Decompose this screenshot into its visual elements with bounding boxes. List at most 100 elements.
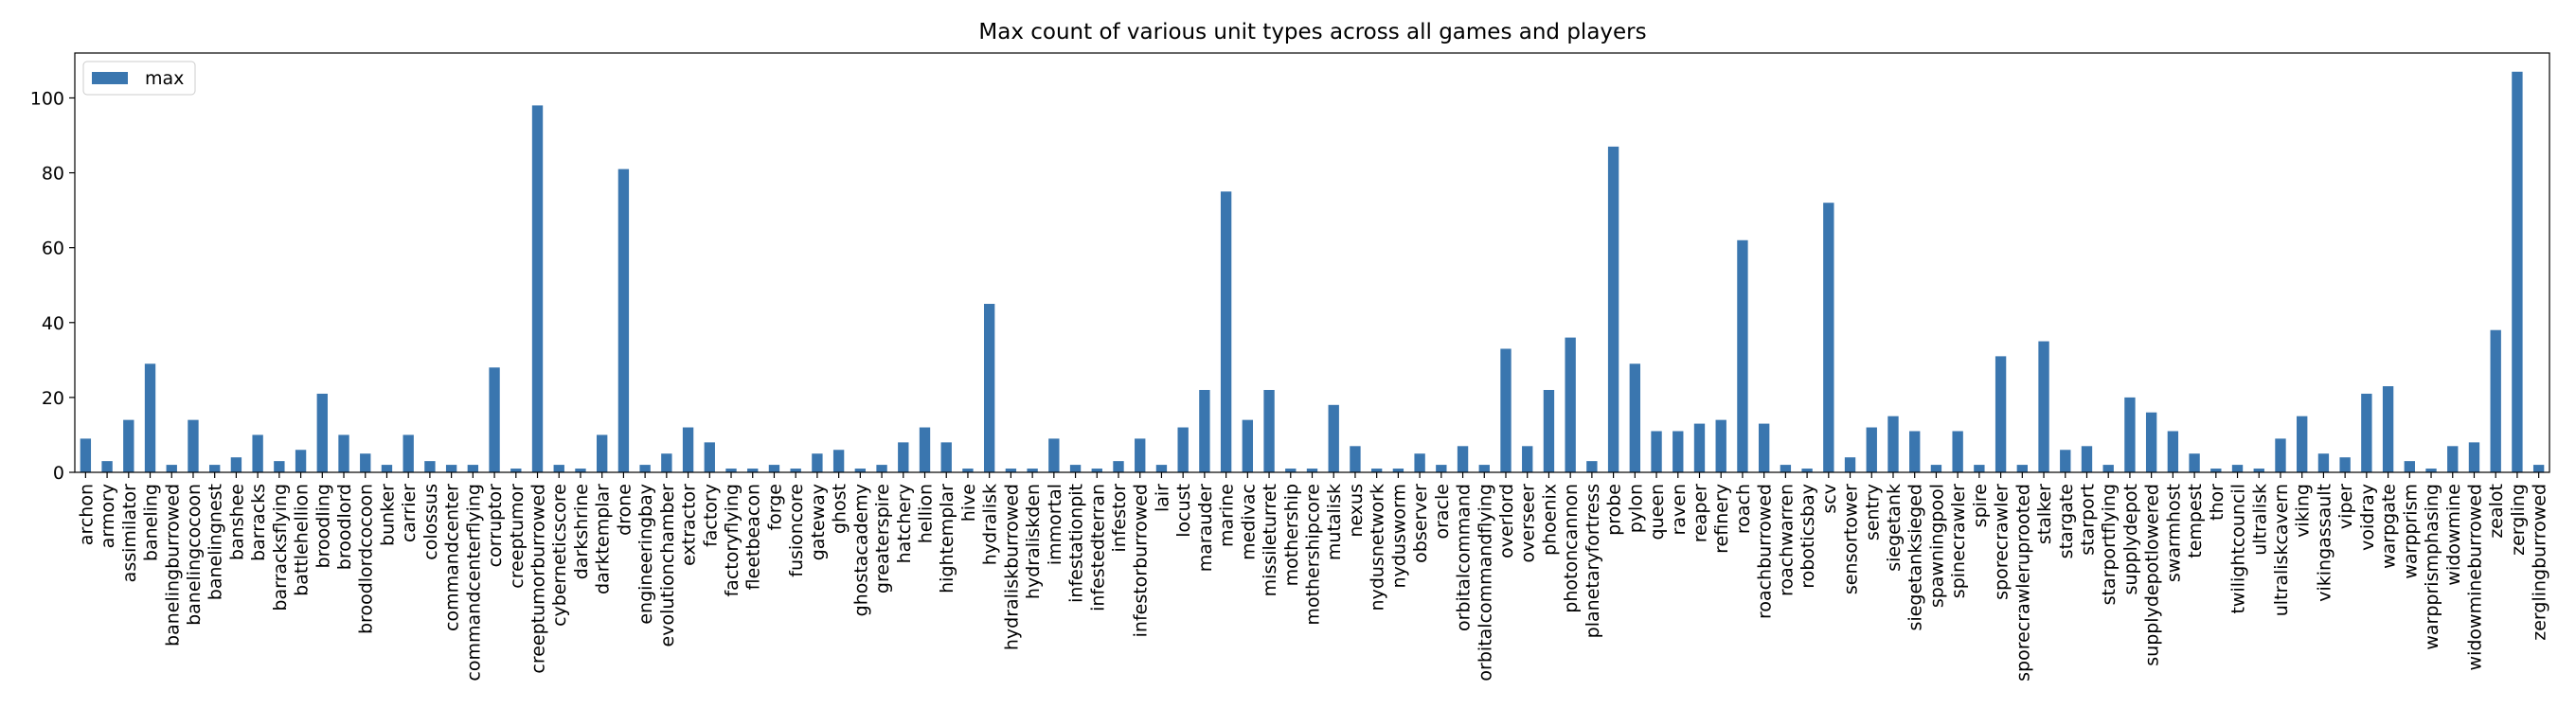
bar-scv	[1823, 203, 1834, 472]
bar-drone	[617, 168, 630, 472]
bar-darktemplar	[597, 434, 608, 472]
x-tick-label: mutalisk	[1324, 484, 1345, 560]
bar-zerglingburrowed	[2532, 465, 2545, 472]
bar-ultralisk	[2253, 469, 2264, 472]
bar-colossus	[424, 461, 436, 472]
x-tick-label: sporecrawler	[1992, 484, 2012, 600]
x-tick-label: roboticsbay	[1798, 484, 1818, 589]
x-tick-label: fusioncore	[786, 484, 807, 577]
bar-series	[80, 71, 2545, 473]
bar-marauder	[1199, 389, 1210, 472]
y-tick-label: 60	[42, 239, 64, 259]
x-tick-label: fleetbeacon	[743, 484, 764, 590]
x-tick-label: widowmine	[2443, 484, 2464, 586]
bar-sentry	[1866, 427, 1877, 472]
x-tick-label: assimilator	[119, 484, 140, 583]
bar-vikingassault	[2317, 453, 2330, 472]
x-tick-label: hive	[958, 484, 979, 522]
bar-nydusnetwork	[1370, 469, 1383, 472]
x-tick-label: phoenix	[1539, 484, 1560, 556]
x-tick-label: infestorburrowed	[1131, 484, 1152, 637]
x-tick-label: nydusnetwork	[1368, 484, 1388, 611]
bar-barracksflying	[274, 461, 285, 472]
bar-spawningpool	[1930, 465, 1942, 472]
bar-twilightcouncil	[2231, 465, 2244, 472]
y-tick-label: 0	[53, 463, 64, 484]
chart-title: Max count of various unit types across a…	[978, 20, 1646, 44]
bar-banshee	[230, 457, 242, 472]
x-tick-label: roachburrowed	[1755, 484, 1776, 619]
x-tick-label: infestationpit	[1066, 484, 1087, 603]
bar-mutalisk	[1328, 404, 1339, 472]
bar-bunker	[381, 465, 393, 472]
x-tick-label: infestedterran	[1087, 484, 1108, 611]
bar-corruptor	[489, 367, 500, 472]
x-tick-label: sensortower	[1841, 484, 1862, 594]
bar-marine	[1220, 191, 1232, 472]
bar-medivac	[1242, 419, 1254, 473]
x-tick-label: greaterspire	[872, 484, 893, 593]
plot-frame	[74, 52, 2550, 473]
x-tick-label: armory	[98, 484, 118, 548]
bar-voidray	[2361, 393, 2372, 472]
bar-extractor	[682, 427, 694, 472]
y-tick-label: 40	[42, 313, 64, 334]
bar-hydralisk	[983, 304, 995, 472]
bar-assimilator	[123, 419, 134, 473]
x-tick-label: probe	[1604, 484, 1625, 536]
bar-ultraliskcavern	[2275, 438, 2286, 472]
legend-swatch	[92, 72, 128, 84]
x-tick-label: gateway	[808, 484, 829, 560]
bar-hightemplar	[940, 442, 952, 472]
x-tick-label: broodlordcocoon	[356, 484, 377, 634]
x-tick-label: viper	[2335, 484, 2356, 529]
x-tick-label: scv	[1819, 484, 1840, 514]
x-tick-label: banshee	[226, 484, 247, 560]
bar-roachburrowed	[1758, 423, 1770, 472]
x-tick-label: carrier	[399, 484, 420, 542]
bar-broodlord	[338, 434, 349, 472]
bar-armory	[101, 461, 113, 472]
x-tick-label: refinery	[1711, 484, 1732, 554]
bar-banelingcocoon	[188, 419, 199, 473]
x-tick-label: spire	[1970, 484, 1991, 527]
bar-observer	[1414, 453, 1425, 472]
x-tick-label: locust	[1173, 484, 1194, 538]
bar-battlehellion	[295, 450, 307, 472]
bar-engineeringbay	[639, 465, 651, 472]
bar-missileturret	[1263, 389, 1275, 472]
x-tick-label: warpprism	[2400, 484, 2421, 579]
bar-immortal	[1048, 438, 1060, 472]
bar-mothershipcore	[1306, 469, 1318, 472]
x-tick-label: pylon	[1625, 484, 1646, 533]
bar-broodling	[316, 393, 328, 472]
x-tick-label: sentry	[1862, 484, 1883, 540]
x-tick-label: queen	[1647, 484, 1668, 540]
x-tick-label: hellion	[916, 484, 937, 543]
x-tick-label: thor	[2207, 484, 2227, 521]
x-tick-label: corruptor	[485, 484, 506, 568]
bar-barracks	[252, 434, 263, 472]
x-tick-label: warpgate	[2379, 484, 2400, 569]
x-tick-label: viking	[2293, 484, 2314, 538]
x-axis: archon armory assimilator baneling banelingb…	[76, 472, 2550, 682]
x-tick-label: hydraliskburrowed	[1001, 484, 1022, 650]
bar-sporecrawler	[1995, 356, 2007, 472]
x-tick-label: orbitalcommand	[1454, 484, 1475, 631]
x-tick-label: factory	[700, 484, 721, 547]
bar-greaterspire	[876, 465, 887, 472]
bar-nexus	[1350, 446, 1361, 472]
x-tick-label: banelingnest	[206, 484, 226, 600]
bar-ghost	[832, 450, 845, 472]
bar-pylon	[1629, 363, 1641, 472]
x-tick-label: zergling	[2508, 484, 2529, 556]
bar-photoncannon	[1565, 337, 1576, 472]
x-tick-label: ultraliskcavern	[2271, 484, 2292, 616]
x-tick-label: nexus	[1346, 484, 1367, 538]
bar-infestedterran	[1091, 469, 1102, 472]
bar-siegetanksieged	[1909, 431, 1921, 472]
bar-thor	[2210, 469, 2222, 472]
bar-infestorburrowed	[1135, 438, 1146, 472]
x-tick-label: barracksflying	[270, 484, 291, 611]
